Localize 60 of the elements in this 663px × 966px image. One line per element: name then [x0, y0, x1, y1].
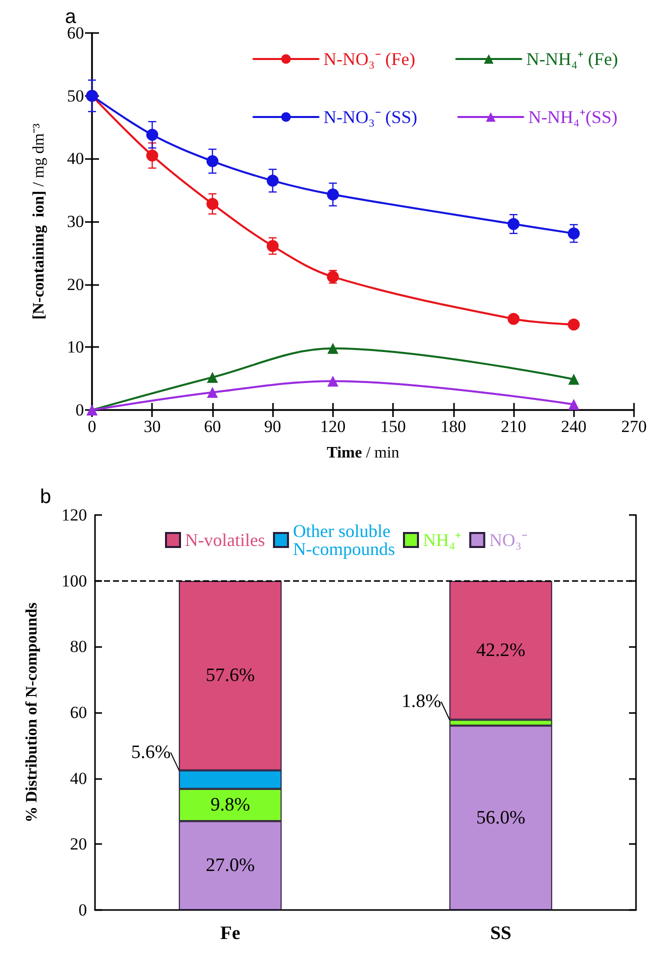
data-label: 56.0% — [476, 807, 526, 828]
chart-title: b — [40, 486, 52, 508]
x-tick-label: 210 — [500, 417, 526, 436]
point — [326, 188, 339, 200]
point — [327, 376, 338, 387]
x-tick-label: SS — [490, 923, 512, 944]
x-tick-label: 150 — [380, 417, 406, 436]
point — [568, 227, 580, 240]
legend-label: N-volatiles — [185, 530, 265, 550]
legend-label: NO₃⁻ — [489, 530, 528, 550]
y-tick-label: 80 — [70, 637, 87, 656]
y-tick-label: 30 — [67, 212, 84, 231]
point — [206, 198, 218, 210]
data-label: 9.8% — [210, 794, 250, 816]
data-label: 57.6% — [206, 665, 255, 686]
x-tick-label: Fe — [220, 923, 240, 944]
x-tick-label: 60 — [204, 417, 221, 436]
point — [568, 398, 580, 410]
legend-label: N-NH₄⁺ (Fe) — [526, 49, 618, 69]
point — [146, 150, 158, 162]
y-tick-label: 40 — [67, 149, 84, 168]
legend-label: NH₄⁺ — [422, 530, 462, 550]
y-axis-title: [N-containing ion] / mg dm⁻³ — [30, 123, 48, 320]
x-tick-label: 30 — [144, 417, 161, 436]
y-axis-title: % Distribution of N-compounds — [24, 602, 40, 823]
x-tick-label: 120 — [320, 417, 346, 436]
legend-label: N-NH₄⁺(SS) — [528, 107, 618, 127]
point — [266, 174, 279, 187]
y-tick-label: 20 — [70, 834, 87, 854]
data-label: 1.8% — [402, 691, 442, 712]
y-tick-label: 10 — [67, 338, 84, 357]
y-tick-label: 120 — [62, 506, 87, 524]
y-tick-label: 20 — [67, 274, 84, 294]
point — [206, 155, 218, 168]
y-tick-label: 100 — [62, 571, 87, 590]
x-axis-title: Time / min — [326, 444, 400, 462]
legend-label: N-NO₃⁻ (SS) — [323, 107, 418, 127]
point — [266, 240, 279, 252]
y-tick-label: 60 — [70, 703, 87, 722]
y-tick-label: 0 — [76, 400, 84, 420]
data-label: 42.2% — [476, 640, 526, 661]
point — [568, 318, 580, 331]
point — [327, 342, 338, 354]
legend-label: Other soluble N-compounds — [292, 521, 395, 559]
point — [508, 312, 520, 325]
y-tick-label: 40 — [70, 768, 87, 788]
point — [206, 386, 218, 398]
point — [206, 372, 218, 383]
x-tick-label: 240 — [561, 417, 587, 436]
x-tick-label: 180 — [440, 417, 466, 436]
y-tick-label: 50 — [67, 86, 84, 106]
y-tick-label: 0 — [78, 900, 87, 920]
legend-label: N-NO₃⁻ (Fe) — [323, 49, 416, 69]
x-tick-label: 270 — [621, 417, 647, 436]
point — [508, 218, 520, 230]
data-label: 27.0% — [206, 855, 255, 876]
x-tick-label: 90 — [264, 417, 282, 436]
data-label: 5.6% — [131, 742, 171, 763]
point — [146, 128, 158, 141]
point — [568, 374, 580, 385]
